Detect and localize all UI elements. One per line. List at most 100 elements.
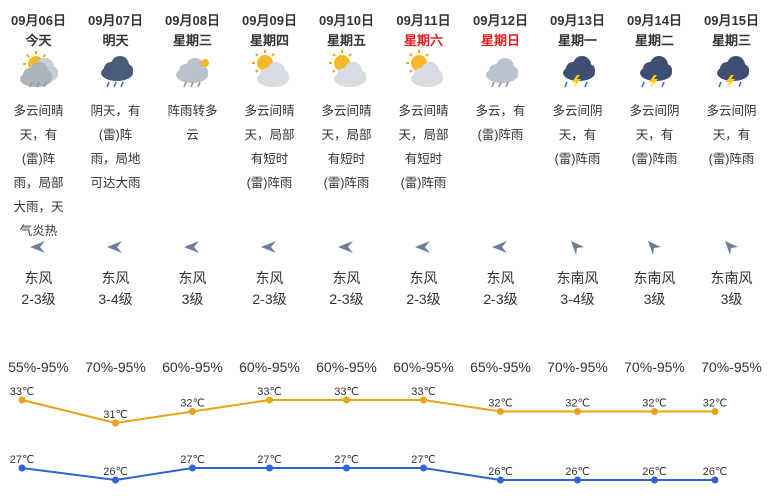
- humidity-range: 70%-95%: [624, 359, 685, 375]
- high-temp-point: [266, 396, 273, 404]
- forecast-day: 09月11日 星期六 多云间晴天，局部有短时(雷)阵雨 东风 2-3级: [385, 0, 462, 330]
- wind-direction: 东南风: [633, 270, 676, 286]
- thunderstorm-icon: [563, 56, 595, 88]
- forecast-date: 09月10日: [319, 13, 374, 28]
- wind-arrow-east-icon: [261, 241, 276, 253]
- forecast-description: 多云，有(雷)阵雨: [475, 104, 526, 142]
- wind-level: 2-3级: [406, 291, 441, 307]
- humidity-range: 65%-95%: [470, 359, 531, 375]
- forecast-weekday: 明天: [102, 33, 129, 48]
- thunderstorm-icon: [717, 56, 749, 88]
- wind-level: 2-3级: [329, 291, 364, 307]
- low-temp-point: [711, 476, 719, 484]
- forecast-date: 09月15日: [704, 13, 759, 28]
- low-temp-label: 27℃: [180, 454, 205, 466]
- low-temp-label: 27℃: [10, 454, 35, 466]
- forecast-day: 09月14日 星期二 多云间阴天，有(雷)阵雨 东南风 3级: [616, 0, 693, 330]
- wind-direction: 东风: [486, 270, 515, 286]
- wind-level: 3-4级: [560, 291, 595, 307]
- high-temp-point: [420, 396, 427, 404]
- high-temp-point: [343, 396, 350, 404]
- wind-arrow-southeast-icon: [725, 241, 738, 255]
- wind-arrow-east-icon: [30, 241, 45, 253]
- high-temp-line: [21, 399, 715, 425]
- wind-arrow-east-icon: [107, 241, 122, 253]
- humidity-range: 60%-95%: [162, 359, 223, 375]
- forecast-description: 多云间阴天，有(雷)阵雨: [552, 104, 603, 166]
- high-temp-point: [574, 408, 581, 415]
- high-temp-point: [18, 396, 26, 404]
- forecast-date: 09月07日: [88, 13, 143, 28]
- wind-arrow-east-icon: [415, 241, 430, 253]
- forecast-day: 09月06日 今天 多云间晴天，有(雷)阵雨，局部大雨，天气炎热 东风 2-3级: [0, 0, 77, 330]
- forecast-weekday: 星期二: [634, 33, 674, 48]
- forecast-day: 09月13日 星期一多云间阴天，有(雷)阵雨东南风 3-4级: [539, 0, 616, 330]
- forecast-description: 多云间阴天，有(雷)阵雨: [706, 104, 757, 166]
- thunderstorm-icon: [640, 56, 672, 88]
- forecast-weekday: 星期日: [480, 33, 520, 48]
- wind-direction: 东风: [332, 270, 361, 286]
- forecast-date: 09月06日: [11, 13, 66, 28]
- forecast-weekday: 星期四: [249, 33, 289, 48]
- wind-arrow-east-icon: [492, 241, 507, 253]
- high-temp-label: 33℃: [10, 386, 35, 398]
- rain-to-cloudy-icon: [176, 58, 209, 88]
- forecast-date: 09月12日: [473, 13, 528, 28]
- humidity-range: 60%-95%: [239, 359, 300, 375]
- forecast-weekday: 星期五: [326, 33, 366, 48]
- wind-arrow-southeast-icon: [648, 241, 661, 255]
- low-temp-label: 26℃: [703, 466, 728, 478]
- low-temp-point: [574, 476, 581, 484]
- high-temp-label: 32℃: [180, 398, 205, 410]
- high-temp-point: [711, 408, 719, 415]
- low-temp-point: [651, 476, 658, 484]
- temperature-chart: 33℃ 31℃ 32℃ 33℃ 33℃ 33℃ 32℃ 32℃ 32℃ 32℃ 27℃ 26℃ 27℃ 2…: [10, 386, 728, 484]
- forecast-description: 多云间阴天，有(雷)阵雨: [629, 104, 680, 166]
- low-temp-label: 26℃: [565, 466, 590, 478]
- humidity-range: 55%-95%: [8, 359, 69, 375]
- low-temp-label: 26℃: [488, 466, 513, 478]
- forecast-weekday: 今天: [25, 33, 52, 48]
- low-temp-label: 27℃: [257, 454, 282, 466]
- low-temp-line: [21, 467, 715, 482]
- forecast-description: 多云间晴天，有(雷)阵雨，局部大雨，天气炎热: [13, 104, 64, 238]
- forecast-day: 09月07日 明天 阴天，有(雷)阵雨，局地可达大雨 东风 3-4级: [77, 0, 154, 330]
- high-temp-label: 32℃: [565, 398, 590, 410]
- low-temp-point: [112, 476, 119, 484]
- low-temp-point: [18, 464, 26, 472]
- high-temp-label: 32℃: [703, 398, 728, 410]
- forecast-description: 阴天，有(雷)阵雨，局地可达大雨: [90, 104, 141, 190]
- forecast-description: 阵雨转多云: [167, 104, 218, 142]
- high-temp-label: 33℃: [334, 386, 359, 398]
- sun-cloud-icon: [329, 50, 366, 87]
- high-temp-label: 32℃: [488, 398, 513, 410]
- forecast-date: 09月14日: [627, 13, 682, 28]
- low-temp-point: [343, 464, 350, 472]
- high-temp-label: 33℃: [411, 386, 436, 398]
- wind-level: 2-3级: [483, 291, 518, 307]
- cloudy-rain-icon: [486, 58, 518, 88]
- forecast-weekday: 星期六: [403, 33, 443, 48]
- partly-cloudy-rain-icon: [20, 51, 58, 88]
- wind-level: 2-3级: [21, 291, 56, 307]
- forecast-weekday: 星期三: [711, 33, 751, 48]
- low-temp-point: [497, 476, 504, 484]
- low-temp-label: 27℃: [411, 454, 436, 466]
- wind-direction: 东风: [409, 270, 438, 286]
- high-temp-label: 33℃: [257, 386, 282, 398]
- forecast-description: 多云间晴天，局部有短时(雷)阵雨: [321, 104, 372, 190]
- forecast-day: 09月10日 星期五多云间晴天，局部有短时(雷)阵雨东风 2-3级: [308, 0, 385, 330]
- wind-level: 2-3级: [252, 291, 287, 307]
- forecast-weekday: 星期三: [172, 33, 212, 48]
- forecast-weekday: 星期一: [557, 33, 597, 48]
- wind-direction: 东南风: [710, 270, 753, 286]
- high-temp-label: 31℃: [103, 409, 128, 421]
- low-temp-label: 26℃: [642, 466, 667, 478]
- forecast-day: 09月12日 星期日多云，有(雷)阵雨东风 2-3级: [462, 0, 539, 330]
- rain-cloud-icon: [101, 56, 133, 88]
- forecast-date: 09月13日: [550, 13, 605, 28]
- wind-level: 3级: [720, 291, 743, 307]
- wind-direction: 东风: [101, 270, 130, 286]
- low-temp-label: 26℃: [103, 466, 128, 478]
- wind-direction: 东南风: [556, 270, 599, 286]
